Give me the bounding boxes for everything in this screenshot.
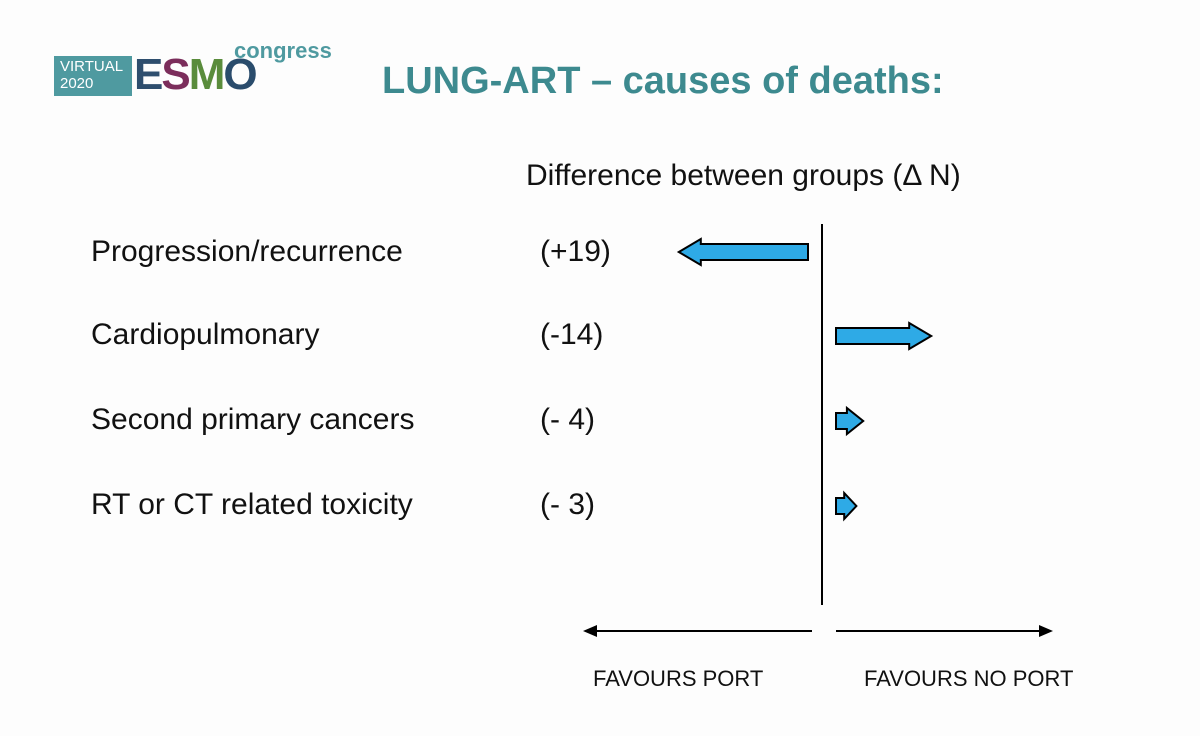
category-label-progression: Progression/recurrence [91,235,403,268]
bar-arrow-2 [835,321,934,351]
value-label-cardiopulmonary: (-14) [540,318,604,351]
logo-virtual-text: VIRTUAL [60,58,124,75]
esmo-congress-logo: VIRTUAL 2020 ESMO congress [54,38,334,100]
bar-arrow-3 [835,405,865,437]
logo-esmo-mark: ESMO [134,50,258,99]
logo-letter-s: S [161,50,190,99]
logo-letter-e: E [134,50,163,99]
favours-no-port-label: FAVOURS NO PORT [864,666,1074,691]
slide-title: LUNG-ART – causes of deaths: [382,60,944,102]
bar-arrow-1 [676,237,809,267]
category-label-cardiopulmonary: Cardiopulmonary [91,318,320,351]
category-label-toxicity: RT or CT related toxicity [91,488,413,521]
favours-port-label: FAVOURS PORT [593,666,764,691]
logo-year-text: 2020 [60,75,94,92]
logo-virtual-box [54,56,132,96]
logo-letter-m: M [188,50,226,99]
logo-congress-text: congress [234,38,332,63]
category-label-second-primary: Second primary cancers [91,403,415,436]
bar-arrow-4 [835,490,858,522]
logo-letter-o: O [223,50,257,99]
favours-port-arrowhead [583,625,597,637]
value-label-progression: (+19) [540,235,611,268]
value-label-second-primary: (- 4) [540,403,595,436]
chart-subtitle: Difference between groups (Δ N) [526,159,961,192]
favours-no-port-arrowhead [1039,625,1053,637]
value-label-toxicity: (- 3) [540,488,595,521]
